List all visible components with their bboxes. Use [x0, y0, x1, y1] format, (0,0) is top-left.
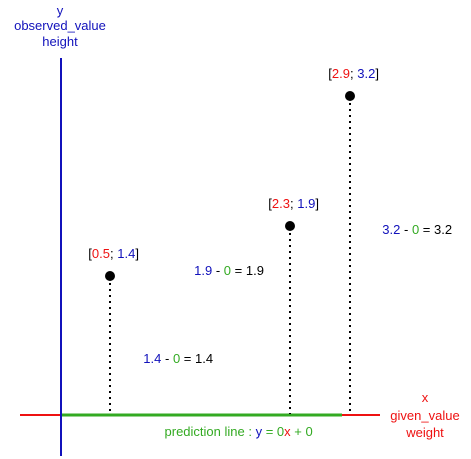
residual-0-pred: 0: [173, 351, 180, 366]
point-label-0-x: 0.5: [92, 246, 110, 261]
point-label-0-sep: ;: [110, 246, 117, 261]
residual-1-res: 1.9: [246, 263, 264, 278]
point-label-0-close: ]: [135, 246, 139, 261]
y-axis-label-unit: height: [42, 34, 78, 49]
point-label-0-open: [: [88, 246, 92, 261]
prediction-prefix: prediction line :: [165, 424, 256, 439]
residual-1-obs: 1.9: [194, 263, 212, 278]
point-label-1: [2.3; 1.9]: [243, 196, 337, 211]
prediction-x: x: [284, 424, 291, 439]
point-label-2-close: ]: [375, 66, 379, 81]
prediction-intercept: 0: [305, 424, 312, 439]
prediction-plus: +: [291, 424, 306, 439]
residual-label-1: 1.9 - 0 = 1.9: [169, 263, 282, 278]
point-label-1-close: ]: [315, 196, 319, 211]
point-label-2-open: [: [328, 66, 332, 81]
residual-1-pred: 0: [224, 263, 231, 278]
data-point-1: [285, 221, 295, 231]
residual-label-2: 3.2 - 0 = 3.2: [357, 222, 470, 237]
residual-1-eq: =: [231, 263, 246, 278]
point-label-0: [0.5; 1.4]: [63, 246, 157, 261]
point-label-1-y: 1.9: [297, 196, 315, 211]
point-label-1-open: [: [268, 196, 272, 211]
y-axis-label-symbol: y: [57, 3, 64, 18]
prediction-label: prediction line : y = 0x + 0: [139, 424, 331, 439]
x-axis-label-unit: weight: [405, 425, 444, 440]
residual-0-res: 1.4: [195, 351, 213, 366]
residual-0-minus: -: [161, 351, 173, 366]
point-label-2-y: 3.2: [357, 66, 375, 81]
residual-label-0: 1.4 - 0 = 1.4: [118, 351, 231, 366]
point-label-2-x: 2.9: [332, 66, 350, 81]
point-label-2: [2.9; 3.2]: [303, 66, 397, 81]
residual-2-minus: -: [400, 222, 412, 237]
point-label-0-y: 1.4: [117, 246, 135, 261]
prediction-eq: =: [262, 424, 277, 439]
residual-2-pred: 0: [412, 222, 419, 237]
point-label-1-sep: ;: [290, 196, 297, 211]
y-axis-label-name: observed_value: [14, 18, 106, 33]
point-label-1-x: 2.3: [272, 196, 290, 211]
residual-1-minus: -: [212, 263, 224, 278]
x-axis-label-name: given_value: [390, 408, 459, 423]
x-axis-label-symbol: x: [422, 390, 429, 405]
prediction-slope: 0: [277, 424, 284, 439]
prediction-y: y: [256, 424, 263, 439]
point-label-2-sep: ;: [350, 66, 357, 81]
residual-2-eq: =: [419, 222, 434, 237]
residual-0-eq: =: [180, 351, 195, 366]
data-point-0: [105, 271, 115, 281]
residual-2-obs: 3.2: [382, 222, 400, 237]
data-point-2: [345, 91, 355, 101]
residual-0-obs: 1.4: [143, 351, 161, 366]
residual-2-res: 3.2: [434, 222, 452, 237]
